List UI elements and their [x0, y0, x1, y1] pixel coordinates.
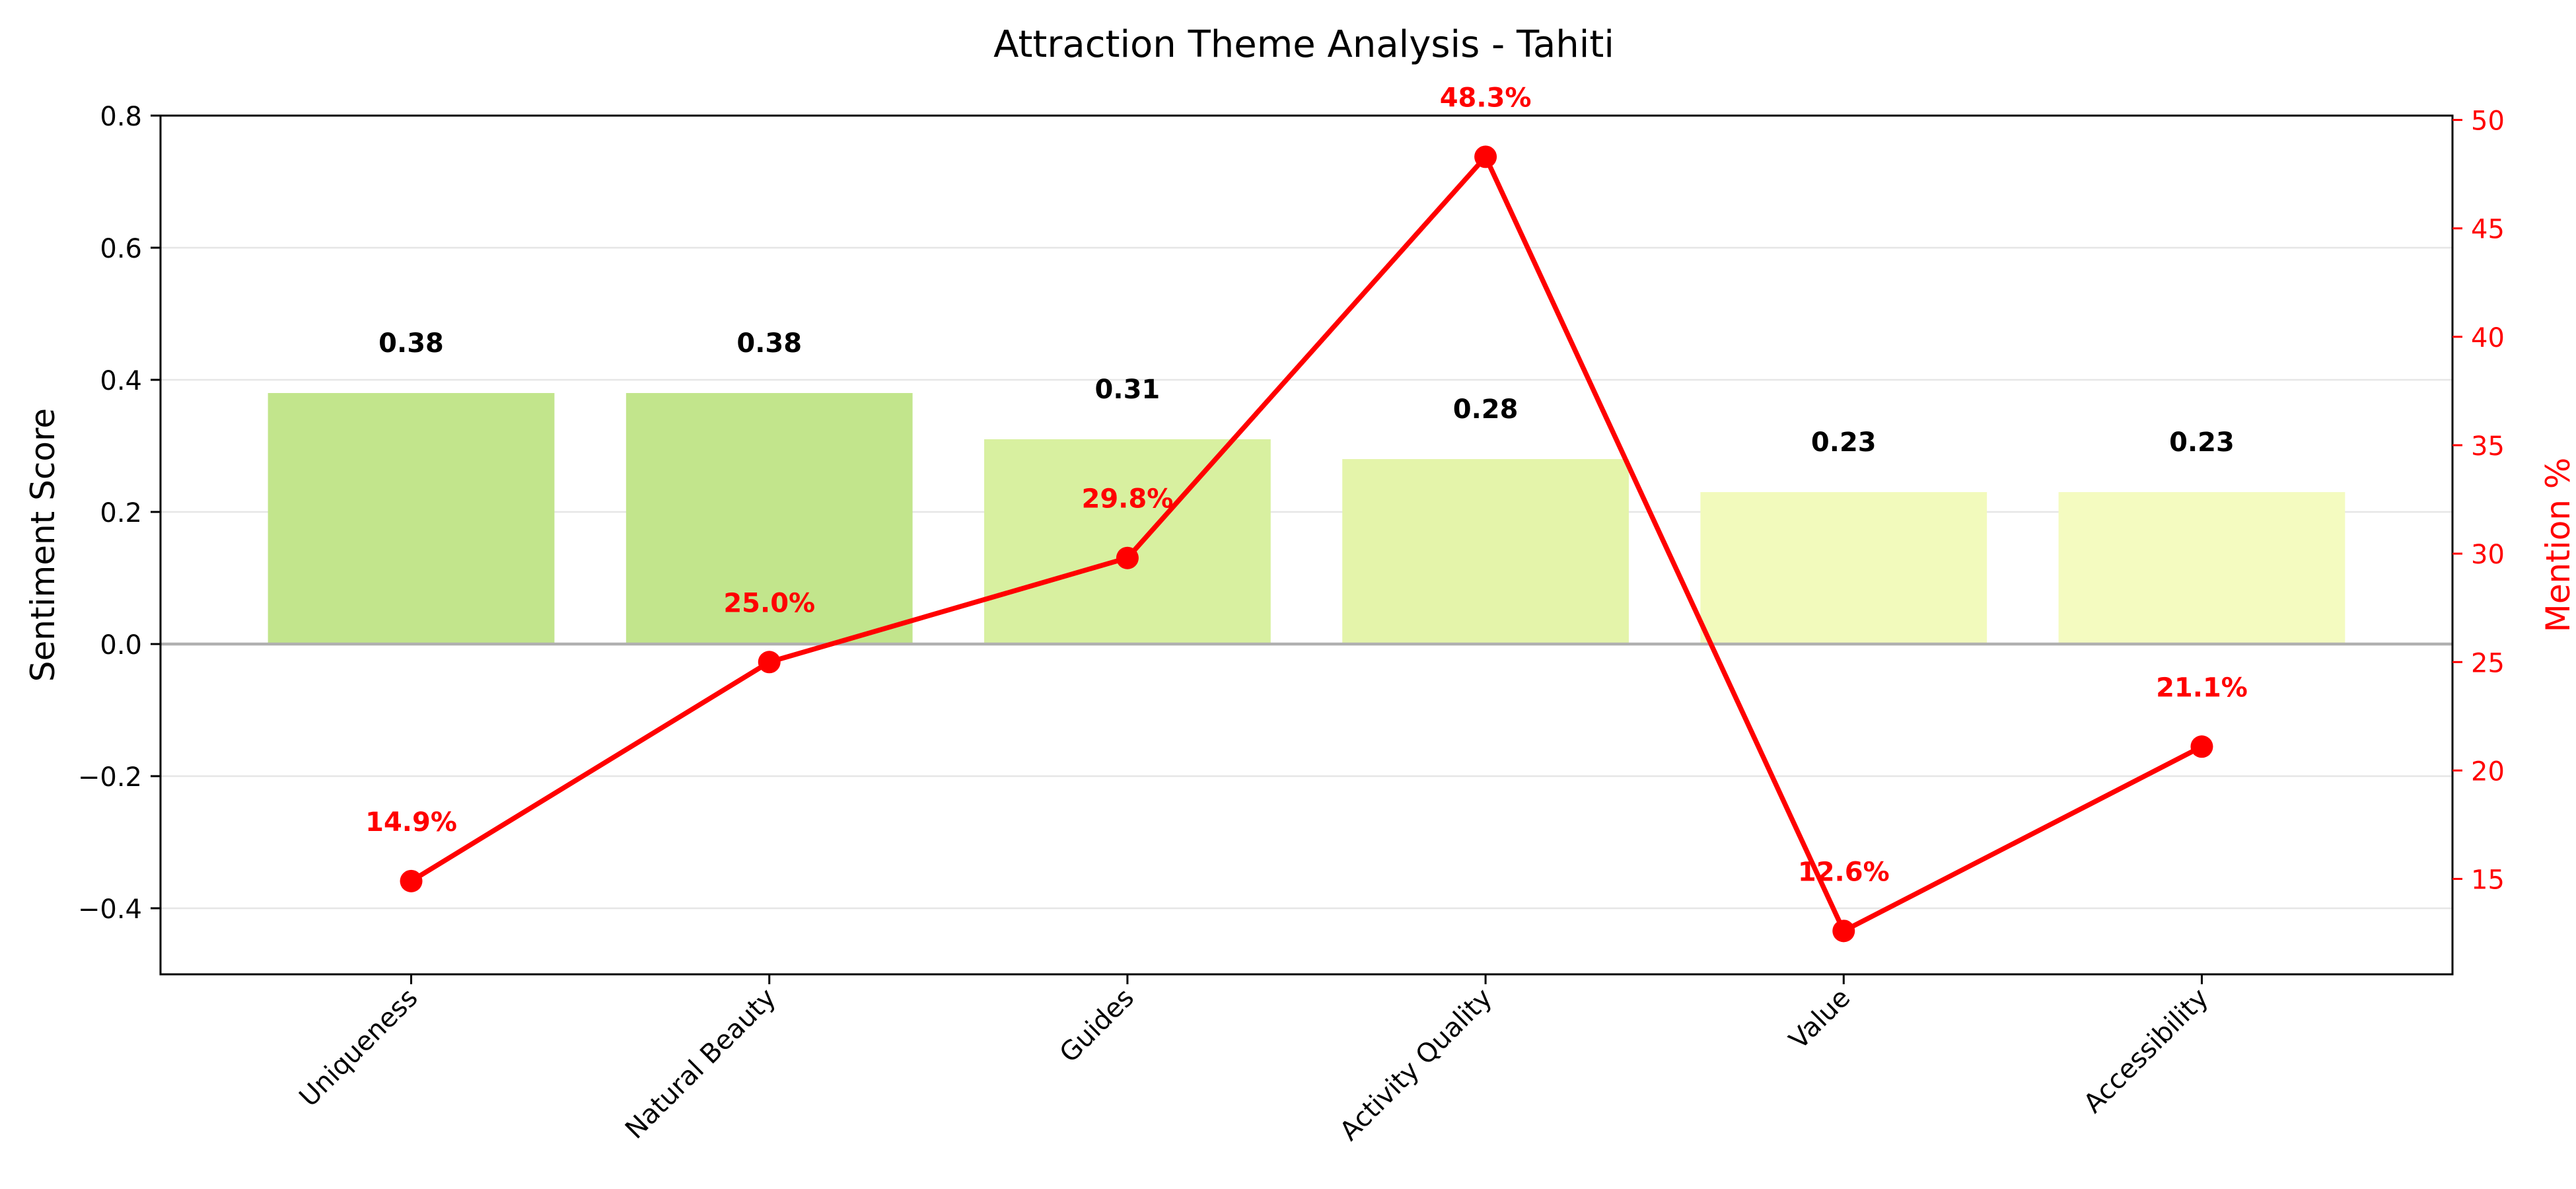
bar	[1700, 492, 1987, 644]
mention-value-label: 14.9%	[365, 807, 457, 838]
y-tick-label: −0.2	[78, 762, 142, 793]
mention-point	[1116, 546, 1139, 569]
x-tick-label: Value	[1783, 983, 1856, 1056]
y-axis-label: Sentiment Score	[24, 408, 62, 682]
bar-value-label: 0.38	[736, 328, 802, 359]
bar	[984, 439, 1271, 644]
y2-tick-label: 35	[2471, 431, 2505, 462]
bar-value-label: 0.31	[1095, 375, 1161, 405]
y2-tick-label: 20	[2471, 756, 2505, 787]
mention-point	[400, 869, 423, 892]
bar-value-label: 0.28	[1453, 394, 1519, 425]
y2-tick-label: 25	[2471, 648, 2505, 678]
bar-value-label: 0.23	[2169, 427, 2235, 458]
y2-tick-label: 30	[2471, 540, 2505, 570]
y2-tick-label: 15	[2471, 865, 2505, 896]
plot-frame	[159, 114, 2454, 976]
mention-value-label: 29.8%	[1082, 484, 1174, 515]
y-tick-label: 0.6	[100, 234, 142, 264]
chart-title: Attraction Theme Analysis - Tahiti	[993, 23, 1614, 66]
x-tick-label: Natural Beauty	[620, 983, 782, 1145]
mention-point	[2190, 735, 2213, 758]
y-tick-label: −0.4	[78, 894, 142, 925]
mention-value-label: 25.0%	[723, 588, 815, 618]
mention-point	[758, 651, 781, 674]
bar	[2058, 492, 2345, 644]
x-tick-label: Activity Quality	[1334, 983, 1498, 1147]
y-tick-label: 0.2	[100, 498, 142, 528]
bar-value-label: 0.23	[1811, 427, 1877, 458]
mention-point	[1474, 145, 1497, 168]
x-tick-label: Guides	[1054, 983, 1140, 1069]
y-tick-label: 0.4	[100, 366, 142, 396]
y2-tick-label: 50	[2471, 106, 2505, 137]
bar	[268, 393, 555, 644]
y-tick-label: 0.0	[100, 630, 142, 661]
y2-axis-label: Mention %	[2539, 458, 2576, 633]
mention-point	[1832, 919, 1855, 943]
x-tick-label: Uniqueness	[294, 983, 424, 1113]
x-tick-label: Accessibility	[2078, 983, 2215, 1120]
y-tick-label: 0.8	[100, 102, 142, 132]
y2-tick-label: 45	[2471, 215, 2505, 245]
mention-value-label: 12.6%	[1798, 857, 1890, 887]
bar-value-label: 0.38	[378, 328, 444, 359]
bar	[1342, 459, 1629, 644]
mention-value-label: 48.3%	[1440, 83, 1532, 113]
mention-line	[410, 154, 2203, 934]
bar	[626, 393, 913, 644]
y2-tick-label: 40	[2471, 323, 2505, 353]
mention-value-label: 21.1%	[2156, 672, 2248, 703]
